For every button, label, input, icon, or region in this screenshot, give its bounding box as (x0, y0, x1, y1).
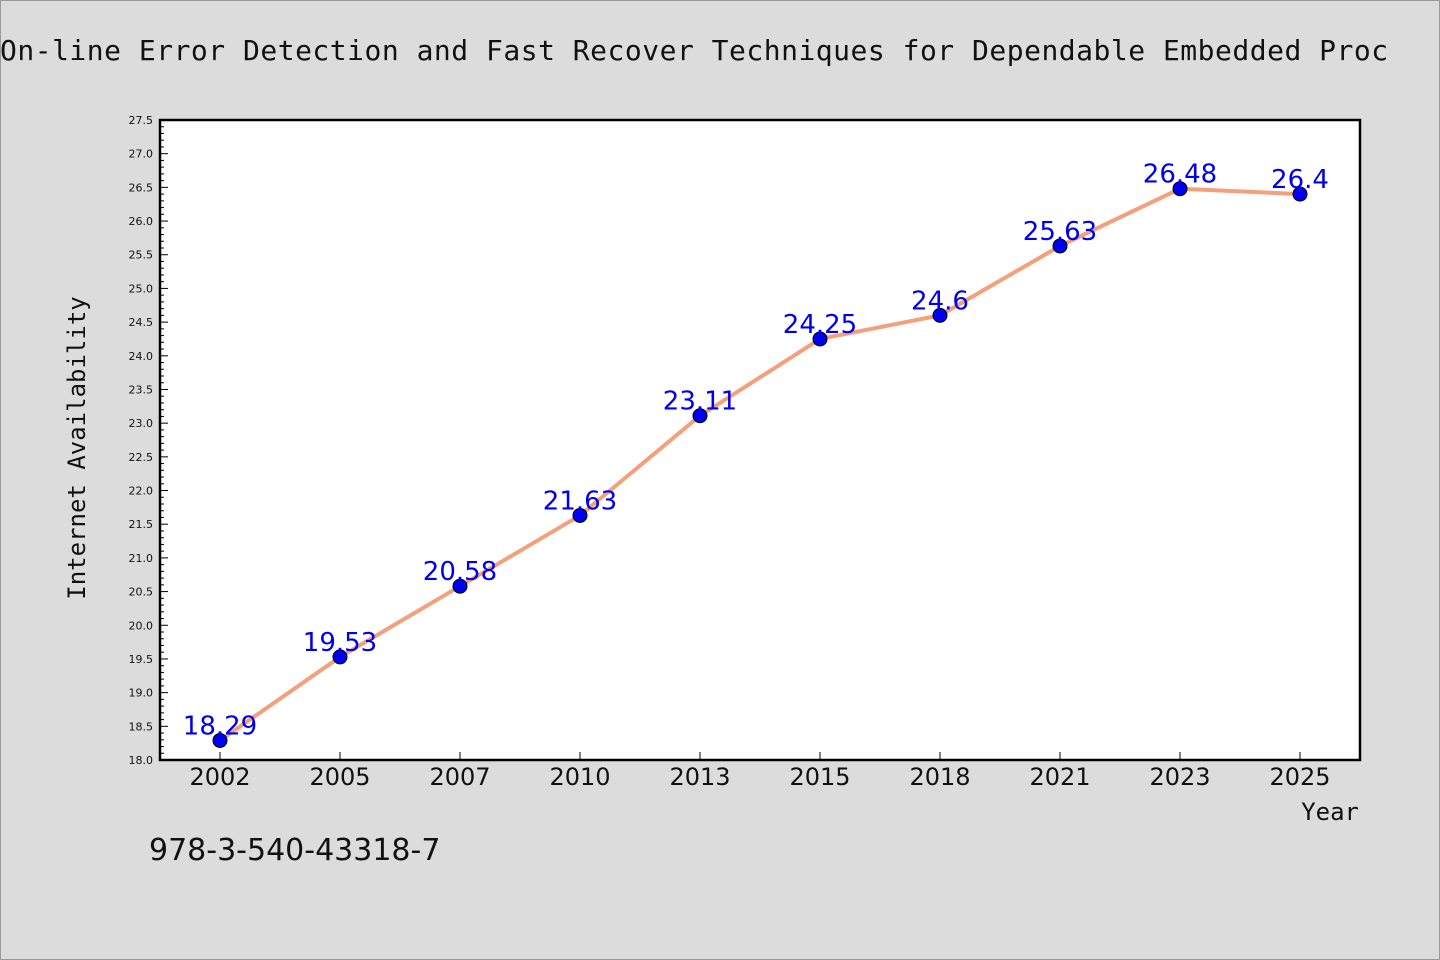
data-label: 26.48 (1143, 160, 1217, 190)
x-tick-label: 2015 (789, 763, 850, 791)
data-label: 24.25 (783, 310, 857, 340)
data-point (692, 408, 708, 424)
plot-area (158, 118, 1362, 762)
x-tick-label: 2021 (1029, 763, 1090, 791)
data-label: 25.63 (1023, 217, 1097, 247)
x-tick-label: 2023 (1149, 763, 1210, 791)
x-tick-label: 2007 (429, 763, 490, 791)
y-tick-label: 24.5 (129, 316, 154, 329)
data-point (572, 507, 588, 523)
data-label: 21.63 (543, 486, 617, 516)
x-axis-title: Year (1301, 798, 1359, 826)
y-tick-label: 19.5 (129, 653, 154, 666)
chart-title: On-line Error Detection and Fast Recover… (0, 34, 1389, 67)
y-axis: 18.0 18.5 19.0 19.5 20.0 20.5 21.0 21.5 22.0 22.5… (129, 114, 168, 767)
y-tick-label: 21.5 (129, 518, 154, 531)
y-tick-label: 22.0 (129, 485, 154, 498)
x-tick-label: 2005 (309, 763, 370, 791)
data-point (332, 649, 348, 665)
data-label: 24.6 (911, 286, 969, 316)
y-tick-label: 21.0 (129, 552, 154, 565)
data-point (932, 307, 948, 323)
isbn-text: 978-3-540-43318-7 (149, 833, 441, 868)
data-label: 19.53 (303, 628, 377, 658)
x-tick-label: 2013 (669, 763, 730, 791)
y-tick-label: 24.0 (129, 350, 154, 363)
y-tick-label: 23.5 (129, 383, 154, 396)
series-line (218, 186, 1301, 743)
y-tick-label: 20.0 (129, 619, 154, 632)
data-labels: 18.29 19.53 20.58 21.63 23.11 24.25 24.6 25.63 2… (183, 160, 1329, 742)
data-label: 26.4 (1271, 165, 1329, 195)
data-point (812, 331, 828, 347)
x-tick-label: 2018 (909, 763, 970, 791)
y-tick-label: 18.0 (129, 754, 154, 767)
y-tick-label: 27.0 (129, 148, 154, 161)
y-tick-label: 19.0 (129, 687, 154, 700)
x-axis: 2002 2005 2007 2010 2013 2015 2018 2021 2023 2025 (189, 752, 1331, 791)
y-tick-label: 25.0 (129, 282, 154, 295)
series (212, 181, 1308, 748)
x-tick-label: 2025 (1269, 763, 1330, 791)
data-point (1292, 186, 1308, 202)
data-point (452, 578, 468, 594)
x-tick-label: 2010 (549, 763, 610, 791)
y-tick-label: 27.5 (129, 114, 154, 127)
y-tick-label: 25.5 (129, 249, 154, 262)
data-point (1052, 238, 1068, 254)
data-point (212, 732, 228, 748)
data-label: 23.11 (663, 387, 737, 417)
y-tick-label: 23.0 (129, 417, 154, 430)
data-label: 18.29 (183, 711, 257, 741)
y-tick-label: 26.0 (129, 215, 154, 228)
y-tick-label: 26.5 (129, 181, 154, 194)
x-tick-label: 2002 (189, 763, 250, 791)
y-tick-label: 18.5 (129, 720, 154, 733)
y-tick-label: 22.5 (129, 451, 154, 464)
data-point (1172, 181, 1188, 197)
data-label: 20.58 (423, 557, 497, 587)
y-tick-label: 20.5 (129, 586, 154, 599)
y-axis-title: Internet Availability (63, 296, 91, 599)
